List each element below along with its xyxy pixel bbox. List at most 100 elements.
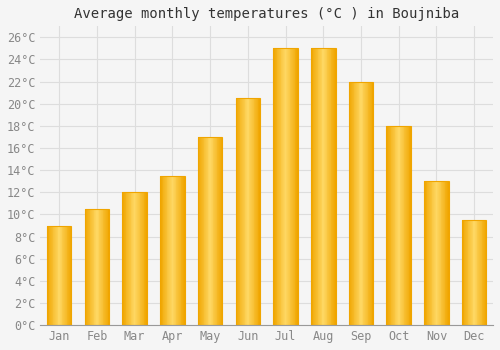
Bar <box>442 181 443 325</box>
Bar <box>255 98 256 325</box>
Bar <box>352 82 353 325</box>
Bar <box>173 176 174 325</box>
Bar <box>136 193 137 325</box>
Bar <box>329 48 330 325</box>
Bar <box>88 209 90 325</box>
Bar <box>211 137 212 325</box>
Bar <box>246 98 247 325</box>
Bar <box>84 209 86 325</box>
Bar <box>389 126 390 325</box>
Bar <box>480 220 482 325</box>
Bar <box>288 48 289 325</box>
Bar <box>290 48 292 325</box>
Bar <box>353 82 354 325</box>
Bar <box>64 225 65 325</box>
Bar <box>292 48 293 325</box>
Bar <box>69 225 70 325</box>
Bar <box>48 225 50 325</box>
Bar <box>92 209 93 325</box>
Bar <box>447 181 448 325</box>
Bar <box>462 220 464 325</box>
Bar <box>364 82 365 325</box>
Bar <box>403 126 404 325</box>
Bar <box>242 98 243 325</box>
Bar <box>278 48 279 325</box>
Bar <box>212 137 214 325</box>
Bar <box>142 193 143 325</box>
Bar <box>168 176 169 325</box>
Bar <box>472 220 474 325</box>
Bar <box>474 220 475 325</box>
Bar <box>126 193 128 325</box>
Bar <box>248 98 250 325</box>
Bar <box>320 48 321 325</box>
Bar <box>325 48 326 325</box>
Bar <box>169 176 170 325</box>
Bar <box>138 193 140 325</box>
Bar <box>93 209 94 325</box>
Bar <box>330 48 332 325</box>
Bar <box>322 48 324 325</box>
Bar <box>258 98 260 325</box>
Bar <box>106 209 108 325</box>
Bar <box>324 48 325 325</box>
Bar <box>180 176 182 325</box>
Bar <box>54 225 55 325</box>
Bar <box>464 220 465 325</box>
Bar <box>162 176 164 325</box>
Bar <box>236 98 237 325</box>
Bar <box>251 98 252 325</box>
Bar <box>424 181 425 325</box>
Bar <box>175 176 176 325</box>
Bar <box>144 193 146 325</box>
Bar <box>293 48 294 325</box>
Bar <box>104 209 105 325</box>
Bar <box>467 220 468 325</box>
Bar <box>124 193 125 325</box>
Bar <box>466 220 467 325</box>
Bar <box>204 137 205 325</box>
Bar <box>396 126 397 325</box>
Bar <box>471 220 472 325</box>
Bar <box>372 82 374 325</box>
Bar <box>101 209 102 325</box>
Bar <box>182 176 183 325</box>
Bar <box>438 181 439 325</box>
Bar <box>311 48 312 325</box>
Bar <box>334 48 336 325</box>
Bar <box>369 82 370 325</box>
Bar <box>215 137 216 325</box>
Bar <box>250 98 251 325</box>
Bar <box>198 137 222 325</box>
Bar <box>66 225 68 325</box>
Bar <box>141 193 142 325</box>
Bar <box>244 98 246 325</box>
Bar <box>388 126 389 325</box>
Bar <box>390 126 392 325</box>
Bar <box>200 137 201 325</box>
Bar <box>134 193 136 325</box>
Bar <box>166 176 168 325</box>
Bar <box>50 225 51 325</box>
Title: Average monthly temperatures (°C ) in Boujniba: Average monthly temperatures (°C ) in Bo… <box>74 7 460 21</box>
Bar <box>408 126 410 325</box>
Bar <box>70 225 72 325</box>
Bar <box>143 193 144 325</box>
Bar <box>289 48 290 325</box>
Bar <box>172 176 173 325</box>
Bar <box>462 220 486 325</box>
Bar <box>283 48 284 325</box>
Bar <box>174 176 175 325</box>
Bar <box>90 209 91 325</box>
Bar <box>274 48 298 325</box>
Bar <box>247 98 248 325</box>
Bar <box>218 137 219 325</box>
Bar <box>326 48 328 325</box>
Bar <box>207 137 208 325</box>
Bar <box>87 209 88 325</box>
Bar <box>282 48 283 325</box>
Bar <box>321 48 322 325</box>
Bar <box>84 209 109 325</box>
Bar <box>56 225 58 325</box>
Bar <box>96 209 97 325</box>
